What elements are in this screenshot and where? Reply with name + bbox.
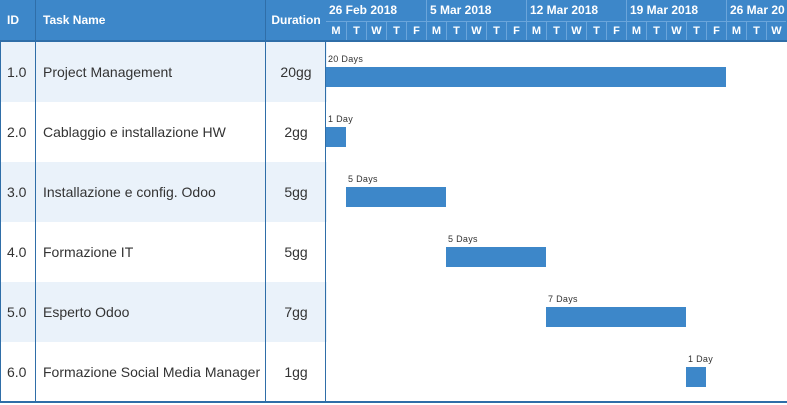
task-id: 1.0 xyxy=(7,64,27,80)
task-id: 6.0 xyxy=(7,364,27,380)
week-label: 5 Mar 2018 xyxy=(426,0,526,21)
task-row[interactable]: 3.0 Installazione e config. Odoo 5gg xyxy=(1,162,327,222)
task-duration: 20gg xyxy=(280,64,312,80)
grid-rows: 1.0 Project Management 20gg 2.0 Cablaggio e … xyxy=(0,42,327,402)
grid-header: ID Task Name Duration xyxy=(0,0,326,42)
task-name: Formazione IT xyxy=(43,244,134,260)
day-label: W xyxy=(566,21,586,40)
task-bar[interactable] xyxy=(346,187,446,207)
column-divider xyxy=(325,42,326,402)
task-duration: 2gg xyxy=(284,124,308,140)
week-label: 26 Feb 2018 xyxy=(329,3,398,17)
day-label: T xyxy=(346,21,366,40)
day-label: W xyxy=(666,21,686,40)
task-bar-label: 5 Days xyxy=(448,234,478,244)
task-bar-label: 1 Day xyxy=(688,354,714,364)
task-name: Formazione Social Media Manager xyxy=(43,364,261,380)
day-label: T xyxy=(646,21,666,40)
timeline-body: 20 Days 1 Day 5 Days 5 Days 7 Days 1 Day xyxy=(326,42,787,401)
timeline-header: 26 Feb 2018 5 Mar 2018 12 Mar 2018 19 Mar 2… xyxy=(326,0,787,42)
task-bar[interactable] xyxy=(326,67,726,87)
task-row[interactable]: 1.0 Project Management 20gg xyxy=(1,42,327,102)
bottom-border xyxy=(0,401,787,403)
column-header-duration[interactable]: Duration xyxy=(271,13,321,27)
column-divider xyxy=(265,42,266,402)
task-duration: 5gg xyxy=(284,244,308,260)
day-label: T xyxy=(546,21,566,40)
day-label: W xyxy=(466,21,486,40)
task-id: 5.0 xyxy=(7,304,27,320)
task-duration: 5gg xyxy=(284,184,308,200)
task-id: 2.0 xyxy=(7,124,27,140)
task-bar[interactable] xyxy=(546,307,686,327)
column-divider xyxy=(35,42,36,402)
day-label: T xyxy=(746,21,766,40)
task-row[interactable]: 2.0 Cablaggio e installazione HW 2gg xyxy=(1,102,327,162)
day-label: T xyxy=(386,21,406,40)
task-bar[interactable] xyxy=(446,247,546,267)
day-label: F xyxy=(706,21,726,40)
task-name: Project Management xyxy=(43,64,173,80)
week-label: 26 Mar 20 xyxy=(726,0,787,21)
day-label: M xyxy=(526,21,546,40)
task-duration: 1gg xyxy=(284,364,308,380)
task-row[interactable]: 4.0 Formazione IT 5gg xyxy=(1,222,327,282)
column-header-task-name[interactable]: Task Name xyxy=(36,0,266,40)
day-label: T xyxy=(446,21,466,40)
task-name: Esperto Odoo xyxy=(43,304,130,320)
task-duration: 7gg xyxy=(284,304,308,320)
task-grid: ID Task Name Duration 1.0 Project Managem… xyxy=(0,0,327,405)
day-label: F xyxy=(606,21,626,40)
day-label: T xyxy=(586,21,606,40)
task-bar[interactable] xyxy=(686,367,706,387)
task-bar-label: 5 Days xyxy=(348,174,378,184)
day-label: W xyxy=(766,21,786,40)
day-label: T xyxy=(486,21,506,40)
day-label: W xyxy=(366,21,386,40)
task-bar-label: 1 Day xyxy=(328,114,354,124)
task-bar-label: 7 Days xyxy=(548,294,578,304)
task-name: Installazione e config. Odoo xyxy=(43,184,216,200)
task-row[interactable]: 5.0 Esperto Odoo 7gg xyxy=(1,282,327,342)
timeline: 26 Feb 2018 5 Mar 2018 12 Mar 2018 19 Mar 2… xyxy=(326,0,787,405)
task-bar-label: 20 Days xyxy=(328,54,364,64)
day-label: M xyxy=(426,21,446,40)
task-bar[interactable] xyxy=(326,127,346,147)
day-label: M xyxy=(726,21,746,40)
task-name: Cablaggio e installazione HW xyxy=(43,124,226,140)
task-id: 4.0 xyxy=(7,244,27,260)
week-label: 19 Mar 2018 xyxy=(626,0,726,21)
day-label: M xyxy=(326,21,346,40)
day-label: T xyxy=(686,21,706,40)
task-id: 3.0 xyxy=(7,184,27,200)
day-label: F xyxy=(506,21,526,40)
day-label: M xyxy=(626,21,646,40)
column-header-id[interactable]: ID xyxy=(0,0,36,40)
day-label: F xyxy=(406,21,426,40)
week-label: 12 Mar 2018 xyxy=(526,0,626,21)
task-row[interactable]: 6.0 Formazione Social Media Manager 1gg xyxy=(1,342,327,402)
